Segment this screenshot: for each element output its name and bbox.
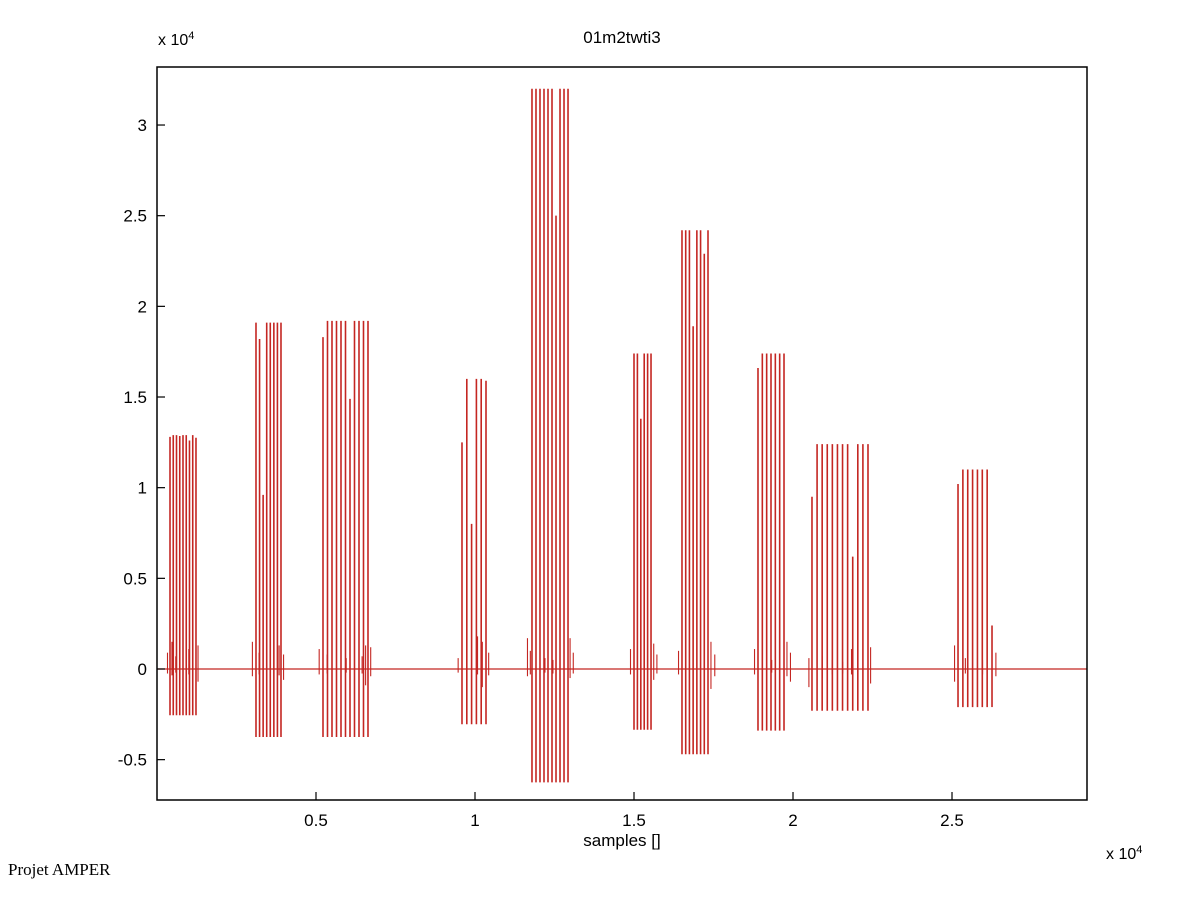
y-tick-label: 1 (138, 479, 147, 498)
x-tick-label: 2.5 (940, 811, 964, 830)
y-tick-label: 0.5 (123, 569, 147, 588)
x-axis-label: samples [] (583, 831, 661, 850)
x-tick-label: 2 (788, 811, 797, 830)
y-axis-exponent-prefix: x 10 (158, 32, 189, 49)
y-tick-label: 2.5 (123, 207, 147, 226)
axes-box (156, 66, 1088, 801)
y-tick-label: 1.5 (123, 388, 147, 407)
plot-title: 01m2twti3 (583, 28, 661, 47)
y-tick-label: -0.5 (118, 751, 147, 770)
credit-text: Projet AMPER (8, 860, 111, 879)
y-tick-label: 3 (138, 116, 147, 135)
x-tick-label: 0.5 (304, 811, 328, 830)
y-axis-exponent: x 104 (158, 30, 194, 50)
x-tick-label: 1 (470, 811, 479, 830)
x-axis-exponent-power: 4 (1136, 844, 1143, 856)
x-axis-exponent-prefix: x 10 (1106, 846, 1137, 863)
x-tick-label: 1.5 (622, 811, 646, 830)
x-axis-exponent: x 104 (1106, 844, 1142, 864)
y-tick-label: 0 (138, 660, 147, 679)
y-tick-label: 2 (138, 297, 147, 316)
y-axis-exponent-power: 4 (188, 30, 195, 42)
